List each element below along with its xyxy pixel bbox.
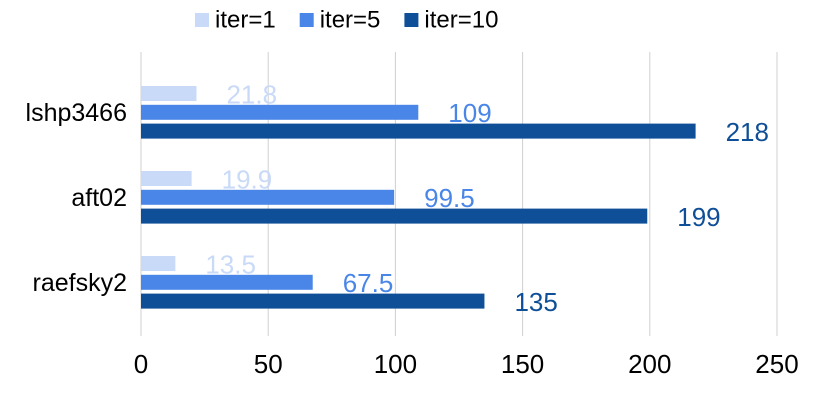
data-label: 199 (677, 202, 720, 232)
y-tick-label: aft02 (71, 184, 127, 212)
y-tick-label: raefsky2 (33, 269, 127, 297)
data-label: 218 (726, 117, 769, 147)
data-label: 13.5 (205, 249, 256, 279)
x-tick-label: 250 (755, 349, 798, 379)
bar (141, 104, 419, 120)
bar (141, 123, 696, 139)
data-label: 19.9 (222, 164, 273, 194)
data-label: 135 (514, 287, 557, 317)
legend-label: iter=5 (320, 6, 381, 33)
data-label: 21.8 (226, 79, 277, 109)
data-label: 109 (448, 98, 491, 128)
bar (141, 274, 313, 290)
bar (141, 86, 197, 101)
bar (141, 256, 176, 271)
x-tick-label: 0 (134, 349, 148, 379)
legend-label: iter=1 (215, 6, 276, 33)
y-tick-label: lshp3466 (26, 99, 127, 127)
legend-swatch (195, 13, 209, 27)
bar (141, 189, 395, 205)
legend-label: iter=10 (424, 6, 498, 33)
data-label: 99.5 (424, 183, 475, 213)
x-tick-label: 150 (501, 349, 544, 379)
data-label: 67.5 (343, 268, 394, 298)
x-tick-label: 200 (628, 349, 671, 379)
legend-swatch (299, 13, 314, 27)
bar (141, 293, 485, 309)
x-tick-label: 100 (374, 349, 417, 379)
bar (141, 208, 648, 224)
bar (141, 171, 192, 186)
x-tick-label: 50 (254, 349, 283, 379)
legend-swatch (404, 13, 419, 27)
